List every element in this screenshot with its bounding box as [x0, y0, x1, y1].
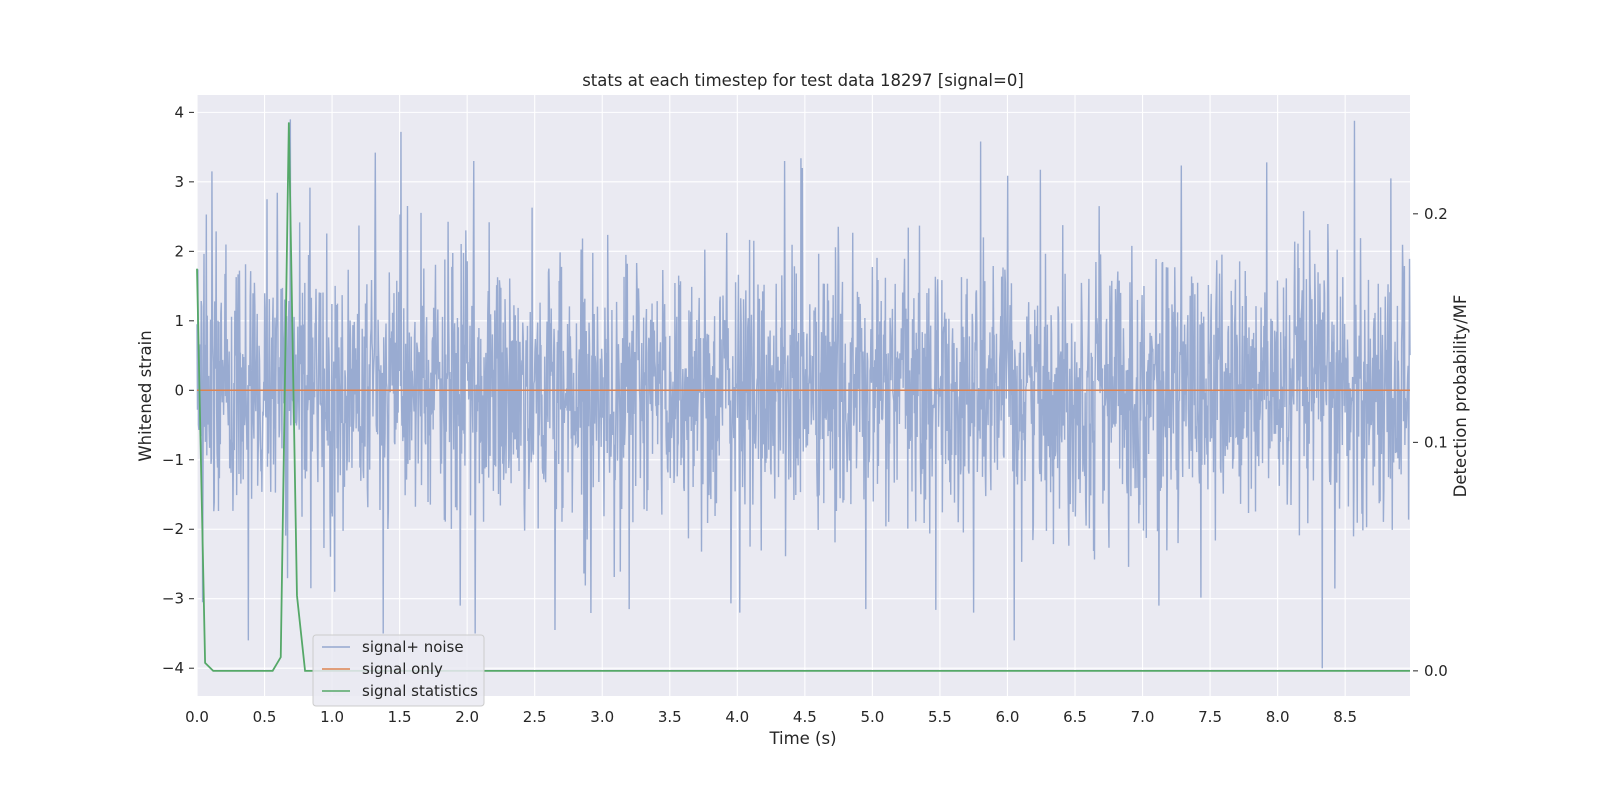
x-tick-label: 8.5: [1333, 708, 1357, 726]
y-tick-label: 2: [174, 242, 184, 260]
x-tick-label: 0.0: [185, 708, 209, 726]
x-tick-label: 6.5: [1063, 708, 1087, 726]
y2-tick-label: 0.0: [1424, 662, 1448, 680]
x-tick-label: 6.0: [996, 708, 1020, 726]
x-tick-label: 1.0: [320, 708, 344, 726]
x-tick-label: 0.5: [253, 708, 277, 726]
y-tick-label: −1: [162, 451, 184, 469]
y-tick-label: −3: [162, 590, 184, 608]
x-tick-label: 5.5: [928, 708, 952, 726]
x-tick-label: 4.5: [793, 708, 817, 726]
x-tick-label: 1.5: [388, 708, 412, 726]
y-axis-label: Whitened strain: [136, 330, 155, 461]
legend: signal+ noise signal only signal statist…: [312, 634, 485, 707]
series-layer: [196, 119, 1411, 672]
legend-label-signal: signal only: [362, 660, 443, 678]
legend-label-statistics: signal statistics: [362, 682, 478, 700]
series-signal-noise: [196, 119, 1411, 669]
x-tick-label: 7.5: [1198, 708, 1222, 726]
x-tick-label: 5.0: [860, 708, 884, 726]
y-tick-label: 4: [174, 103, 184, 121]
legend-label-noise: signal+ noise: [362, 638, 464, 656]
y-tick-label: −4: [162, 659, 184, 677]
y2-axis-label: Detection probability/MF: [1451, 295, 1470, 498]
legend-box: [312, 634, 485, 707]
x-tick-label: 3.5: [658, 708, 682, 726]
y-tick-label: 3: [174, 173, 184, 191]
y-tick-label: −2: [162, 520, 184, 538]
x-tick-label: 3.0: [590, 708, 614, 726]
y2-tick-label: 0.2: [1424, 205, 1448, 223]
x-tick-label: 7.0: [1131, 708, 1155, 726]
y2-tick-label: 0.1: [1424, 433, 1448, 451]
x-tick-label: 8.0: [1266, 708, 1290, 726]
series-signal-statistics: [196, 122, 1410, 672]
x-tick-label: 2.0: [455, 708, 479, 726]
x-tick-label: 4.0: [725, 708, 749, 726]
chart-title: stats at each timestep for test data 182…: [582, 71, 1024, 90]
y-tick-label: 1: [174, 312, 184, 330]
y-tick-label: 0: [174, 381, 184, 399]
x-tick-label: 2.5: [523, 708, 547, 726]
x-axis-label: Time (s): [768, 729, 836, 748]
ticks: 0.0 0.5 1.0 1.5 2.0 2.5 3.0 3.5 4.0 4.5 5.0 5.5 6.0 6…: [162, 103, 1448, 726]
